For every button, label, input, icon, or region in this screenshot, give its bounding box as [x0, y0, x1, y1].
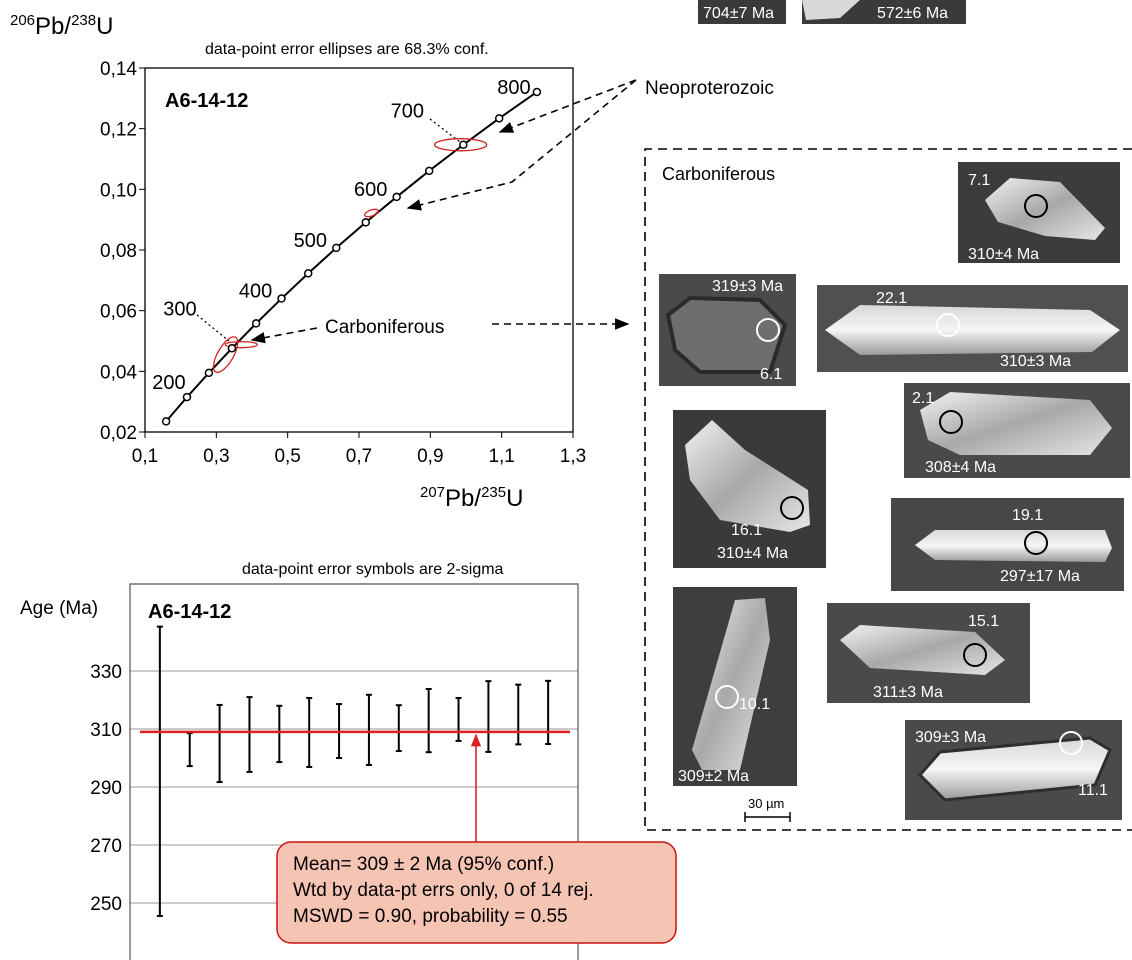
- x-tick-label: 0,3: [203, 446, 229, 467]
- panel-title: Carboniferous: [662, 164, 775, 184]
- concordia-marker: [163, 418, 170, 425]
- result-line: MSWD = 0.90, probability = 0.55: [293, 906, 568, 927]
- concordia-marker: [205, 369, 212, 376]
- y-tick-label: 0,14: [100, 59, 137, 80]
- grain-crystal: [915, 530, 1112, 562]
- grain-age: 310±4 Ma: [968, 246, 1039, 263]
- x-label-part: 207: [420, 484, 445, 501]
- grain-spot: 2.1: [912, 390, 934, 407]
- grain-age: 311±3 Ma: [873, 684, 943, 701]
- y-tick-label: 310: [90, 720, 122, 741]
- annotation: Neoproterozoic: [645, 78, 774, 99]
- annotation: Carboniferous: [325, 317, 444, 338]
- x-axis-label: 207Pb/235U: [420, 484, 523, 512]
- grain-spot: 10.1: [739, 696, 770, 713]
- concordia-marker: [333, 244, 340, 251]
- concordia-marker: [305, 270, 312, 277]
- zircon-panel: Carboniferous 704±7 Ma 572±6 Ma 7.1 310±…: [645, 0, 1132, 830]
- y-label-part: 238: [71, 12, 96, 29]
- concordia-marker: [228, 345, 235, 352]
- x-tick-label: 1,1: [488, 446, 514, 467]
- y-tick-label: 0,08: [100, 241, 137, 262]
- grain-spot: 7.1: [968, 172, 990, 189]
- y-label-part: U: [96, 13, 113, 40]
- grain-age: 308±4 Ma: [925, 459, 996, 476]
- concordia-marker: [253, 320, 260, 327]
- age-label: 300: [163, 298, 196, 320]
- grain-age: 704±7 Ma: [703, 5, 774, 22]
- arrows: [252, 80, 636, 340]
- grain-crystal: [920, 392, 1112, 455]
- y-label-part: Pb/: [35, 13, 71, 40]
- arrow: [408, 80, 636, 208]
- arrow: [252, 328, 317, 340]
- concordia-marker: [362, 219, 369, 226]
- x-label-part: 235: [481, 484, 506, 501]
- grain-spot: 16.1: [731, 522, 762, 539]
- y-tick-label: 330: [90, 662, 122, 683]
- concordia-marker: [496, 115, 503, 122]
- x-tick-label: 0,1: [132, 446, 158, 467]
- x-tick-label: 1,3: [560, 446, 586, 467]
- x-tick-label: 0,7: [346, 446, 372, 467]
- y-axis-label: Age (Ma): [20, 598, 98, 619]
- error-ellipse: [364, 208, 379, 219]
- grain-spot: 11.1: [1078, 782, 1108, 799]
- chart-title: data-point error symbols are 2-sigma: [242, 561, 504, 578]
- y-tick-label: 0,12: [100, 120, 137, 141]
- scale-bar: [745, 812, 790, 822]
- leader: [197, 315, 229, 341]
- y-tick-label: 250: [90, 894, 122, 915]
- age-label: 800: [497, 77, 530, 99]
- plot-frame: [145, 68, 573, 432]
- x-tick-label: 0,9: [417, 446, 443, 467]
- page: {"chart_data": [ {"type": "concordia", "…: [0, 0, 1132, 960]
- grain-spot: 15.1: [968, 613, 999, 630]
- y-tick-label: 0,02: [100, 423, 137, 444]
- x-label-part: U: [506, 485, 523, 512]
- y-tick-label: 290: [90, 778, 122, 799]
- age-label: 700: [391, 101, 424, 123]
- grain-age: 310±3 Ma: [1000, 353, 1071, 370]
- age-label: 500: [294, 230, 327, 252]
- y-tick-label: 0,10: [100, 180, 137, 201]
- concordia-marker: [460, 141, 467, 148]
- sample-label: A6-14-12: [148, 601, 231, 623]
- figure: 206Pb/238U 207Pb/235U data-point error e…: [0, 0, 1132, 960]
- y-axis-label: 206Pb/238U: [10, 12, 113, 40]
- age-label: 400: [239, 281, 272, 303]
- grain-age: 309±2 Ma: [678, 768, 749, 785]
- age-label: 600: [354, 179, 387, 201]
- result-line: Mean= 309 ± 2 Ma (95% conf.): [293, 854, 554, 875]
- grain-spot: 22.1: [876, 290, 907, 307]
- y-tick-label: 0,04: [100, 362, 137, 383]
- sample-label: A6-14-12: [165, 90, 248, 112]
- y-tick-label: 0,06: [100, 302, 137, 323]
- grain-age: 310±4 Ma: [717, 545, 788, 562]
- concordia-marker: [183, 394, 190, 401]
- grain-age: 319±3 Ma: [712, 278, 783, 295]
- grain-age: 309±3 Ma: [915, 729, 986, 746]
- grain-age: 572±6 Ma: [877, 5, 948, 22]
- x-label-part: Pb/: [445, 485, 481, 512]
- grain-crystal: [825, 305, 1120, 355]
- concordia-marker: [393, 193, 400, 200]
- chart-title: data-point error ellipses are 68.3% conf…: [205, 41, 489, 58]
- concordia-marker: [278, 295, 285, 302]
- grain-spot: 19.1: [1012, 507, 1043, 524]
- grain-crystal: [668, 298, 785, 372]
- result-line: Wtd by data-pt errs only, 0 of 14 rej.: [293, 880, 594, 901]
- age-label: 200: [152, 372, 185, 394]
- y-label-part: 206: [10, 12, 35, 29]
- concordia-marker: [426, 167, 433, 174]
- leaders: [197, 119, 460, 341]
- concordia-marker: [533, 88, 540, 95]
- grain-spot: 6.1: [760, 366, 782, 383]
- grain-age: 297±17 Ma: [1000, 568, 1080, 585]
- y-tick-label: 270: [90, 836, 122, 857]
- scale-label: 30 µm: [748, 796, 784, 811]
- x-tick-label: 0,5: [274, 446, 300, 467]
